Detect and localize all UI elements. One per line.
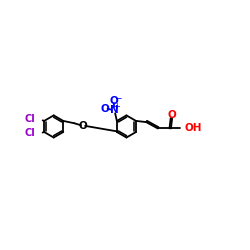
Text: O: O (100, 104, 109, 114)
Text: Cl: Cl (24, 128, 35, 138)
Text: O: O (168, 110, 176, 120)
Text: +: + (114, 102, 120, 110)
Text: Cl: Cl (24, 114, 35, 124)
Text: N: N (110, 105, 118, 115)
Text: O: O (110, 96, 118, 106)
Text: O: O (79, 120, 88, 130)
Text: OH: OH (185, 124, 202, 134)
Text: −: − (114, 93, 122, 102)
